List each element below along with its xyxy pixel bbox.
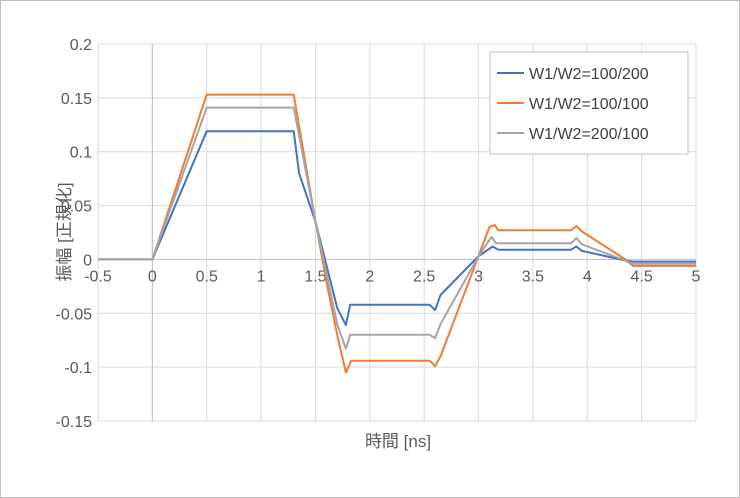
y-axis-title: 振幅 [正規化] (55, 182, 74, 281)
x-tick-label: 4 (583, 268, 592, 285)
legend-label: W1/W2=100/100 (529, 96, 649, 113)
y-tick-label: -0.15 (56, 414, 93, 431)
legend: W1/W2=100/200 W1/W2=100/100 W1/W2=200/100 (489, 51, 689, 155)
x-tick-label: 3.5 (522, 268, 544, 285)
legend-label: W1/W2=200/100 (529, 126, 649, 143)
legend-label: W1/W2=100/200 (529, 66, 649, 83)
y-tick-label: 0.1 (70, 145, 92, 162)
series-line-2 (98, 93, 696, 374)
y-tick-label: 0.15 (61, 91, 92, 108)
x-tick-label: 2.5 (413, 268, 435, 285)
x-tick-label: -0.5 (84, 268, 112, 285)
x-tick-label: 3 (474, 268, 483, 285)
y-tick-label: -0.1 (64, 360, 92, 377)
series-lines (98, 93, 696, 374)
series-line-1 (98, 130, 696, 327)
x-tick-label: 2 (365, 268, 374, 285)
y-tick-label: 0 (83, 252, 92, 269)
x-tick-label: 5 (692, 268, 701, 285)
x-tick-label: 1 (257, 268, 266, 285)
x-tick-label: 0 (148, 268, 157, 285)
x-tick-label: 0.5 (196, 268, 218, 285)
y-tick-label: -0.05 (56, 306, 93, 323)
x-tick-label: 1.5 (304, 268, 326, 285)
x-tick-label: 4.5 (631, 268, 653, 285)
series-line-3 (98, 106, 696, 350)
tick-labels: -0.5 0 0.5 1 1.5 2 2.5 3 3.5 4 4.5 5-0.15-0.1-0.050… (56, 37, 701, 431)
y-tick-label: 0.2 (70, 37, 92, 54)
x-axis-title: 時間 [ns] (365, 432, 431, 451)
y-tick-label: 0.05 (61, 199, 92, 216)
